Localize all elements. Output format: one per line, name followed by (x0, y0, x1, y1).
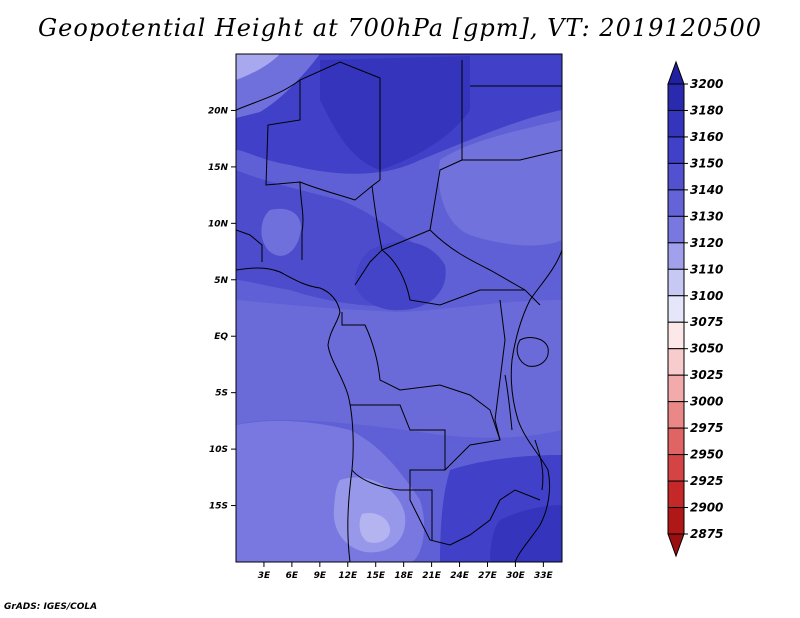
height-field (236, 54, 562, 562)
colorbar-label: 3000 (690, 395, 723, 409)
colorbar-bottom-arrow (667, 533, 685, 558)
lake-victoria (516, 337, 549, 367)
lon-tick-label: 30E (506, 571, 526, 581)
colorbar-label: 3120 (690, 236, 723, 250)
colorbar-swatch (667, 215, 685, 244)
colorbar-label: 3200 (690, 77, 723, 91)
lat-tick-label: EQ (214, 332, 228, 342)
lon-tick-label: 33E (534, 571, 554, 581)
lat-tick-label: 5S (215, 389, 228, 399)
colorbar-swatch (667, 348, 685, 376)
lon-tick-label: 24E (450, 571, 470, 581)
colorbar-label: 3100 (690, 289, 723, 303)
lat-tick-label: 15N (208, 163, 229, 173)
colorbar-swatch (667, 374, 685, 403)
colorbar-label: 3160 (690, 130, 723, 144)
border-drc-east (494, 299, 506, 441)
colorbar: 3200 3180 3160 3150 3140 3130 3120 3110 3100 3075… (667, 60, 723, 558)
colorbar-swatch (667, 109, 685, 138)
colorbar-swatch (667, 401, 685, 429)
colorbar-swatch (667, 136, 685, 164)
colorbar-label: 3180 (690, 103, 723, 117)
border-drc-angola (341, 312, 501, 546)
map-title: Geopotential Height at 700hPa [gpm], VT:… (38, 14, 762, 42)
colorbar-swatch (667, 162, 685, 191)
colorbar-swatch (667, 480, 685, 509)
colorbar-label: 3110 (690, 262, 723, 276)
border-west-africa (236, 229, 263, 262)
lake-malawi (534, 439, 544, 491)
map-frame (235, 53, 563, 563)
border-benin-nigeria (299, 181, 304, 260)
colorbar-swatch (667, 427, 685, 456)
lat-tick-label: 10S (209, 445, 228, 455)
colorbar-label: 3025 (690, 368, 723, 382)
colorbar-label: 2925 (690, 474, 723, 488)
colorbar-top-arrow (667, 60, 685, 85)
lon-tick-label: 6E (286, 571, 299, 581)
lat-axis: 20N 15N 10N 5N EQ 5S 10S 15S (208, 106, 236, 512)
border-sudan-egypt (462, 149, 562, 161)
lon-tick-label: 27E (478, 571, 498, 581)
lon-tick-label: 21E (422, 571, 442, 581)
field-region-nigeria (261, 208, 301, 256)
border-car-sudan (429, 229, 541, 306)
colorbar-swatch (667, 83, 685, 111)
colorbar-label: 3150 (690, 156, 723, 170)
colorbar-swatch (667, 454, 685, 482)
lon-axis: 3E 6E 9E 12E 15E 18E 21E 24E 27E 30E 33E (258, 562, 554, 581)
footer-credit: GrADS: IGES/COLA (4, 602, 98, 612)
colorbar-swatch (667, 321, 685, 350)
colorbar-label: 2975 (690, 421, 723, 435)
colorbar-label: 3130 (690, 209, 723, 223)
field-region-north-core (320, 56, 470, 170)
border-namibia (351, 469, 433, 540)
lat-tick-label: 5N (214, 276, 228, 286)
field-region-sw-lightest (359, 512, 390, 543)
field-region-se-core (490, 505, 562, 562)
colorbar-label: 3075 (690, 315, 723, 329)
border-car-drc (381, 249, 525, 306)
colorbar-label: 2950 (690, 448, 723, 462)
field-region-central (355, 241, 446, 311)
border-chad-sudan (381, 60, 463, 251)
east-coastline (510, 249, 562, 562)
colorbar-swatch (667, 242, 685, 270)
colorbar-swatch (667, 189, 685, 217)
colorbar-label: 2875 (690, 527, 723, 541)
lake-tanganyika (504, 374, 513, 431)
lat-tick-label: 15S (209, 502, 228, 512)
border-angola-zambia (350, 404, 446, 470)
lon-tick-label: 3E (258, 571, 271, 581)
colorbar-label: 3140 (690, 183, 723, 197)
colorbar-label: 3050 (690, 342, 723, 356)
colorbar-swatch (667, 295, 685, 323)
border-zimbabwe-mozambique (469, 489, 541, 536)
colorbar-label: 2900 (690, 501, 723, 515)
field-region-nw-light (236, 54, 280, 80)
lat-tick-label: 20N (208, 106, 229, 116)
boundaries (236, 60, 562, 562)
west-coastline (236, 267, 354, 562)
lat-tick-label: 10N (208, 219, 229, 229)
border-algeria-niger (236, 61, 381, 180)
colorbar-swatch (667, 268, 685, 297)
colorbar-swatch (667, 507, 685, 535)
lon-tick-label: 18E (394, 571, 414, 581)
lon-tick-label: 15E (366, 571, 386, 581)
field-region-equator (236, 300, 562, 438)
border-mali-niger (265, 80, 373, 201)
lon-tick-label: 12E (338, 571, 358, 581)
lon-tick-label: 9E (314, 571, 327, 581)
field-region-ne (438, 120, 562, 246)
